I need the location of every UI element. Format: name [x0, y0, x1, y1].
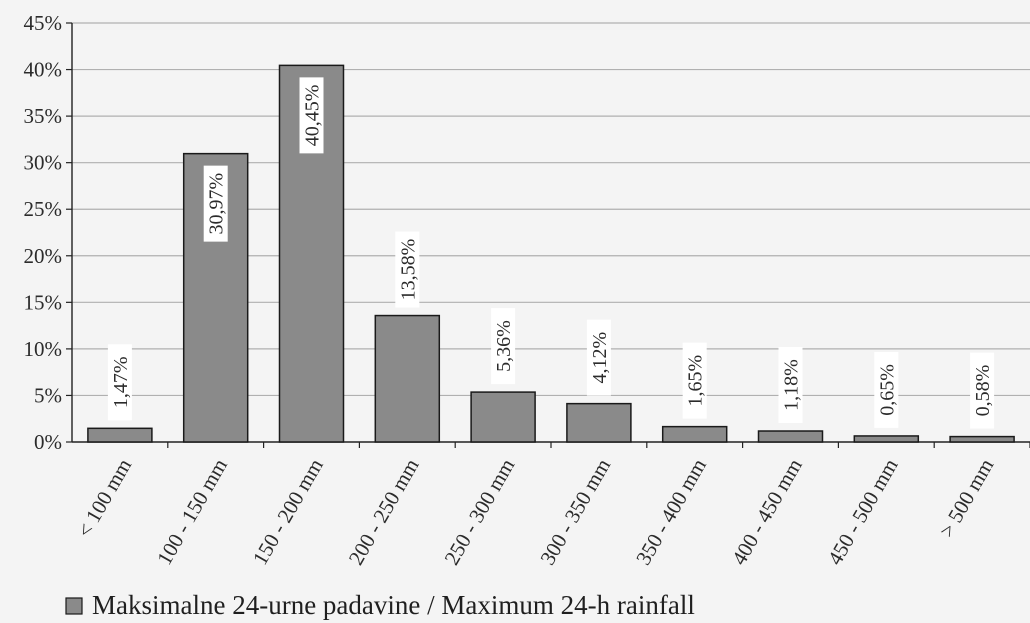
data-label-box — [203, 165, 228, 242]
bar — [853, 435, 920, 443]
data-label-box — [970, 352, 995, 429]
y-tick-label: 0% — [34, 430, 62, 454]
legend: Maksimalne 24-urne padavine / Maximum 24… — [65, 590, 695, 620]
data-label-text: 13,58% — [397, 239, 419, 301]
data-label: 1,65% — [682, 342, 707, 419]
y-tick-label: 35% — [24, 104, 63, 128]
x-tick-label: 100 - 150 mm — [152, 455, 232, 570]
y-tick-label: 15% — [24, 290, 63, 314]
y-tick-label: 20% — [24, 244, 63, 268]
y-tick-label: 25% — [24, 197, 63, 221]
data-label: 1,47% — [107, 344, 132, 421]
data-label-text: 1,18% — [781, 359, 803, 411]
x-axis-tick-labels: < 100 mm 100 - 150 mm 150 - 200 mm 200 - 25… — [72, 455, 998, 570]
data-label-text: 1,65% — [685, 355, 707, 407]
data-label-box — [586, 319, 611, 396]
x-tick-label: 450 - 500 mm — [823, 455, 903, 570]
data-label-box — [491, 308, 516, 385]
y-tick-label: 40% — [24, 58, 63, 82]
bar — [87, 427, 153, 443]
data-label-text: 1,47% — [110, 356, 132, 408]
data-label-box — [299, 77, 324, 154]
data-label: 0,65% — [874, 351, 899, 428]
x-tick-label: 400 - 450 mm — [727, 455, 807, 570]
data-label-text: 30,97% — [206, 173, 228, 235]
data-label-text: 0,58% — [972, 365, 994, 417]
bar — [374, 314, 441, 443]
data-label-text: 0,65% — [876, 364, 898, 416]
legend-swatch — [65, 597, 83, 615]
x-tick-label: 300 - 350 mm — [535, 455, 615, 570]
bar — [470, 391, 536, 443]
x-tick-label: > 500 mm — [934, 455, 998, 542]
data-label-text: 5,36% — [493, 320, 515, 372]
y-tick-label: 45% — [24, 11, 63, 35]
data-label-box — [874, 351, 899, 428]
y-tick-label: 10% — [24, 337, 63, 361]
data-label: 4,12% — [586, 319, 611, 396]
data-label-box — [682, 342, 707, 419]
y-tick-label: 5% — [34, 383, 62, 407]
data-label-box — [107, 344, 132, 421]
x-tick-label: 250 - 300 mm — [439, 455, 519, 570]
bar — [182, 152, 249, 443]
y-axis-tick-labels: 0% 5% 10% 15% 20% 25% 30% 35% 40% 45% — [24, 11, 63, 454]
x-tick-label: 350 - 400 mm — [631, 455, 711, 570]
data-label-text: 4,12% — [589, 332, 611, 384]
data-label-box — [778, 347, 803, 424]
bar — [949, 435, 1015, 443]
x-tick-label: 150 - 200 mm — [248, 455, 328, 570]
x-tick-label: < 100 mm — [72, 455, 136, 542]
data-label: 5,36% — [491, 308, 516, 385]
bar — [757, 430, 824, 443]
data-label: 13,58% — [395, 231, 420, 308]
data-labels: 1,47% 30,97% 40,45% 13,58% 5,36% 4,12% 1,65% 1,… — [107, 77, 995, 429]
bars — [87, 64, 1015, 443]
data-label-text: 40,45% — [302, 85, 324, 147]
data-label: 30,97% — [203, 165, 228, 242]
x-tick-label: 200 - 250 mm — [344, 455, 424, 570]
data-label: 1,18% — [778, 347, 803, 424]
data-label: 0,58% — [970, 352, 995, 429]
bar — [278, 64, 345, 443]
data-label: 40,45% — [299, 77, 324, 154]
y-tick-label: 30% — [24, 151, 63, 175]
bar — [661, 425, 728, 443]
bar — [566, 402, 632, 443]
legend-label: Maksimalne 24-urne padavine / Maximum 24… — [92, 590, 695, 620]
data-label-box — [395, 231, 420, 308]
